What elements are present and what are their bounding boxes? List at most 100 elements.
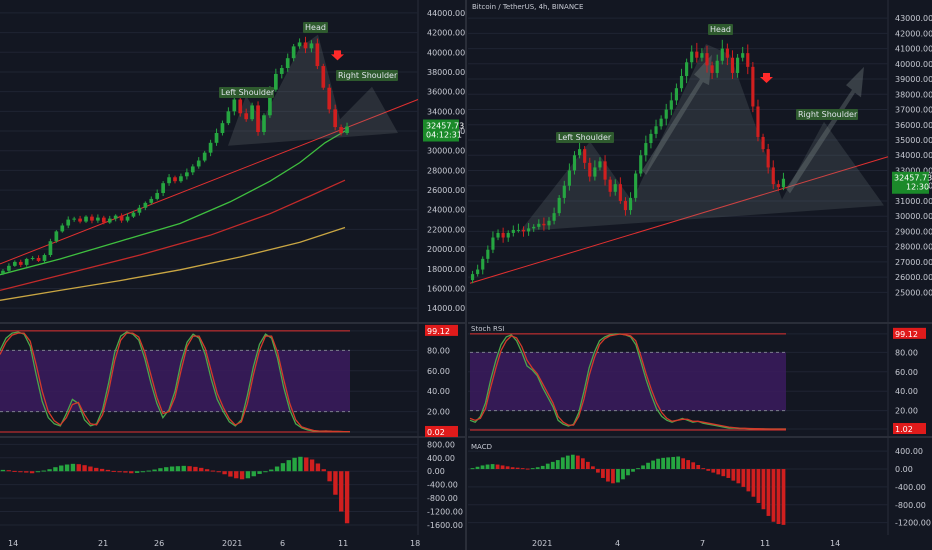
candle [18,261,23,265]
macd-bar [117,471,122,473]
macd-bar [776,469,781,524]
macd-bar [134,471,140,473]
x-tick-label: 26 [154,539,164,548]
candle [741,53,745,58]
candle [552,213,556,221]
y-tick-label: 18000.00 [427,265,465,274]
macd-bar [82,465,87,472]
candle [161,183,165,194]
candle [603,161,607,180]
candle [639,155,643,174]
macd-bar [47,469,52,472]
candle [720,48,724,61]
y-tick-label: 40000.00 [427,48,465,57]
macd-bar [234,471,239,479]
candle [285,58,290,69]
y-tick-label: 39000.00 [895,75,932,84]
macd-bar [606,469,610,482]
y-tick-label: 44000.00 [427,9,465,18]
macd-bar [274,466,280,472]
macd-bar [339,471,344,512]
y-tick-label: 1.02 [895,425,913,434]
y-tick-label: 25000.00 [895,288,932,297]
y-tick-label: -1200.00 [895,519,931,528]
candle [725,48,729,58]
macd-bar [505,466,510,470]
left-chart-group: 14000.00 16000.00 18000.00 20000.00 22000.00… [0,0,467,550]
macd-bar [0,469,6,472]
macd-bar [222,471,227,475]
candle [532,226,536,229]
macd-bar [746,469,751,492]
countdown-label: 04:12:31 [426,131,462,140]
candle [756,106,760,137]
candle [256,105,260,132]
macd-bar [646,462,650,470]
macd-bar [545,463,550,470]
y-tick-label: 20.00 [895,407,918,416]
macd-bar [540,465,545,470]
y-tick-label: 14000.00 [427,304,465,313]
macd-bar [771,469,776,522]
y-tick-label: 80.00 [427,346,450,355]
y-tick-label: 99.12 [427,327,450,336]
candle [333,109,338,128]
macd-bar [766,469,771,516]
candle [557,197,561,214]
candle [685,62,689,76]
macd-bar [570,454,575,470]
macd-bar [721,469,726,477]
macd-bar [41,470,46,472]
candle [291,46,296,59]
x-tick-label: 11 [760,539,770,548]
macd-bar [269,469,274,472]
y-tick-label: 26000.00 [895,273,932,282]
macd-bar [99,468,105,472]
macd-bar [88,466,93,472]
candle [232,99,237,112]
macd-bar [129,471,134,474]
candle [695,51,699,58]
candle [60,225,65,232]
y-tick-label: 36000.00 [895,121,932,130]
candle [149,198,154,203]
macd-bar [756,469,761,503]
candle [72,218,76,220]
pattern-label-bg [303,22,328,33]
candle [214,132,219,143]
macd-bar [245,471,251,479]
y-tick-label: 24000.00 [427,206,465,215]
candle [12,261,17,266]
macd-bar [321,469,326,472]
right-stoch-title: Stoch RSI [471,325,504,333]
head-shoulders-pattern [228,34,398,146]
candle [54,231,59,242]
candle [143,202,148,208]
trend-line [469,156,889,284]
pattern-label: Head [305,23,326,32]
right-chart-title-group: Bitcoin / TetherUS, 4h, BINANCE Stoch RS… [471,3,583,451]
pattern-label-bg [796,109,858,120]
candle [578,149,582,156]
candle [250,105,254,120]
macd-bar [175,466,181,472]
candle [208,142,213,153]
candle [1,270,5,274]
macd-bar [711,469,716,473]
right-macd-title: MACD [471,443,492,451]
macd-bar [298,456,303,472]
y-tick-label: 22000.00 [427,225,465,234]
candle [125,216,130,221]
candle [119,215,124,221]
pattern-label: Left Shoulder [558,133,612,142]
y-tick-label: 30000.00 [895,212,932,221]
y-tick-label: 40.00 [895,387,918,396]
candle [327,87,332,110]
y-tick-label: 0.02 [427,428,445,437]
y-tick-label: 26000.00 [427,186,465,195]
candle [674,88,678,101]
macd-bar [696,465,701,470]
macd-bar [470,468,475,470]
macd-bar [286,460,291,472]
candle [547,220,551,226]
